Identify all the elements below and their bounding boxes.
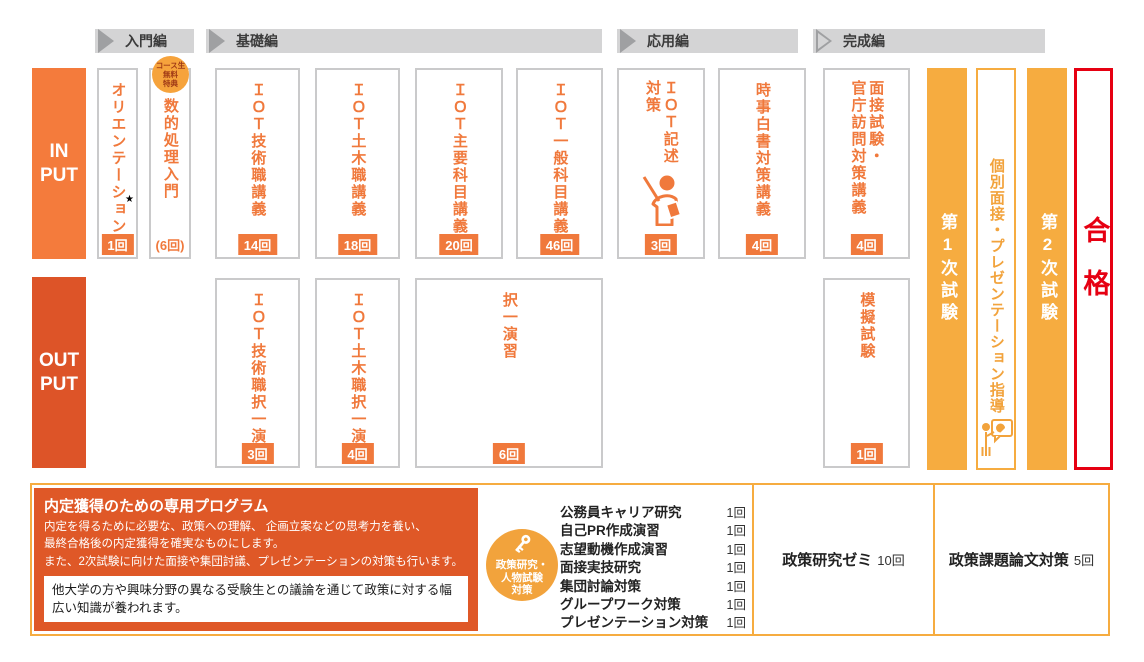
milestone-first-exam: 第1次試験 xyxy=(927,68,967,470)
milestone-second-exam: 第2次試験 xyxy=(1027,68,1067,470)
course-title: ＩＯＴ一般科目講義 xyxy=(551,82,569,235)
session-count-badge: 1回 xyxy=(101,234,134,255)
input-row-label: IN PUT xyxy=(32,68,86,259)
arrow-right-icon xyxy=(98,29,114,53)
free-benefit-badge: コース生 無料 特典 xyxy=(152,56,189,93)
milestone-kobetsu-mensetsu: 個別面接・プレゼンテーション指導 xyxy=(976,68,1016,470)
course-box-mensetsu-kancho: 面接試験・ 官庁訪問対策講義 4回 xyxy=(823,68,910,259)
phase-label: 基礎編 xyxy=(236,33,278,49)
course-box-mogi-shiken: 模擬試験 1回 xyxy=(823,278,910,468)
list-item: 面接実技研究 1回 xyxy=(560,560,746,576)
milestone-label: 合格 xyxy=(1079,216,1110,322)
course-box-suteki-shori: 数的処理入門 (6回) xyxy=(149,68,191,259)
session-count-text: (6回) xyxy=(155,238,185,253)
course-title: 模擬試験 xyxy=(858,292,876,360)
session-count-badge: 18回 xyxy=(337,234,378,255)
course-box-orientation: オリエンテーション ★ 1回 xyxy=(97,68,138,259)
phase-label: 応用編 xyxy=(647,33,689,49)
course-title: 面接試験・ 官庁訪問対策講義 xyxy=(849,80,885,216)
phase-header-intro: 入門編 xyxy=(95,29,194,53)
session-count-badge: 14回 xyxy=(237,234,278,255)
policy-seminar-cell: 政策研究ゼミ 10回 xyxy=(782,552,905,569)
course-box-iot-gijutsu-takuitsu: ＩＯＴ技術職択一演習 3回 xyxy=(215,278,300,468)
session-count-badge: 20回 xyxy=(439,234,479,255)
arrow-right-outline-icon xyxy=(816,29,832,53)
course-title: ＩＯＴ技術職講義 xyxy=(249,82,267,218)
arrow-right-icon xyxy=(620,29,636,53)
course-box-iot-gijutsu: ＩＯＴ技術職講義 14回 xyxy=(215,68,300,259)
list-item: 集団討論対策 1回 xyxy=(560,578,746,594)
program-note: 他大学の方や興味分野の異なる受験生との議論を通じて政策に対する幅広い知識が養われ… xyxy=(44,575,468,622)
course-title: 数的処理入門 xyxy=(161,98,179,200)
program-description: 内定を得るために必要な、政策への理解、 企画立案などの思考力を養い、 最終合格後… xyxy=(44,521,464,568)
session-count-badge: 6回 xyxy=(492,443,526,464)
naitei-program-box: 内定獲得のための専用プログラム 内定を得るために必要な、政策への理解、 企画立案… xyxy=(34,488,478,631)
course-title: ＩＯＴ土木職択一演習 xyxy=(349,292,367,462)
milestone-label: 第1次試験 xyxy=(938,213,958,325)
course-title: ＩＯＴ技術職択一演習 xyxy=(249,292,267,462)
presentation-board-icon xyxy=(979,415,1013,462)
course-box-iot-ippan: ＩＯＴ一般科目講義 46回 xyxy=(516,68,603,259)
session-count-badge: 4回 xyxy=(850,234,883,255)
phase-label: 入門編 xyxy=(125,33,167,49)
milestone-pass: 合格 xyxy=(1074,68,1113,470)
session-count-badge: 3回 xyxy=(241,443,274,464)
policy-essay-cell: 政策課題論文対策 5回 xyxy=(948,552,1095,569)
milestone-label: 第2次試験 xyxy=(1038,213,1058,325)
session-count-badge: 1回 xyxy=(850,443,883,464)
course-box-iot-doboku: ＩＯＴ土木職講義 18回 xyxy=(315,68,400,259)
vertical-divider xyxy=(752,485,754,634)
session-count-badge: 4回 xyxy=(341,443,374,464)
list-item: グループワーク対策 1回 xyxy=(560,596,746,612)
list-item: プレゼンテーション対策 1回 xyxy=(560,615,746,631)
course-title: ＩＯＴ記述 対策 xyxy=(644,80,679,165)
policy-research-badge: 政策研究・ 人物試験 対策 xyxy=(486,529,558,601)
course-title: 択一演習 xyxy=(500,292,518,360)
phase-header-applied: 応用編 xyxy=(617,29,798,53)
vertical-divider xyxy=(933,485,935,634)
course-box-iot-shuyo: ＩＯＴ主要科目講義 20回 xyxy=(415,68,503,259)
bottom-program-section: 内定獲得のための専用プログラム 内定を得るために必要な、政策への理解、 企画立案… xyxy=(30,483,1110,636)
arrow-right-icon xyxy=(209,29,225,53)
course-box-takuitsu-enshu: 択一演習 6回 xyxy=(415,278,603,468)
course-title: オリエンテーション xyxy=(109,82,127,235)
course-box-iot-kijutsu: ＩＯＴ記述 対策 3回 xyxy=(617,68,705,259)
output-row-label: OUT PUT xyxy=(32,277,86,468)
list-item: 志望動機作成演習 1回 xyxy=(560,541,746,557)
course-title: 時事白書対策講義 xyxy=(753,82,771,218)
key-icon xyxy=(511,533,533,559)
instructor-pointer-icon xyxy=(636,174,686,231)
program-title: 内定獲得のための専用プログラム xyxy=(44,498,269,515)
course-title: ＩＯＴ土木職講義 xyxy=(349,82,367,218)
session-count-badge: 46回 xyxy=(539,234,580,255)
course-title: ＩＯＴ主要科目講義 xyxy=(450,82,468,235)
policy-item-list: 公務員キャリア研究 1回 自己PR作成演習 1回 志望動機作成演習 1回 面接実… xyxy=(560,501,746,630)
session-count-badge: 4回 xyxy=(745,234,779,255)
list-item: 公務員キャリア研究 1回 xyxy=(560,505,746,520)
phase-header-basic: 基礎編 xyxy=(206,29,602,53)
course-box-jiji-hakusho: 時事白書対策講義 4回 xyxy=(718,68,806,259)
phase-header-final: 完成編 xyxy=(813,29,1045,53)
course-box-iot-doboku-takuitsu: ＩＯＴ土木職択一演習 4回 xyxy=(315,278,400,468)
milestone-label: 個別面接・プレゼンテーション指導 xyxy=(987,158,1005,414)
phase-label: 完成編 xyxy=(843,33,885,49)
list-item: 自己PR作成演習 1回 xyxy=(560,523,746,539)
star-mark: ★ xyxy=(125,194,134,205)
session-count-badge: 3回 xyxy=(644,234,678,255)
